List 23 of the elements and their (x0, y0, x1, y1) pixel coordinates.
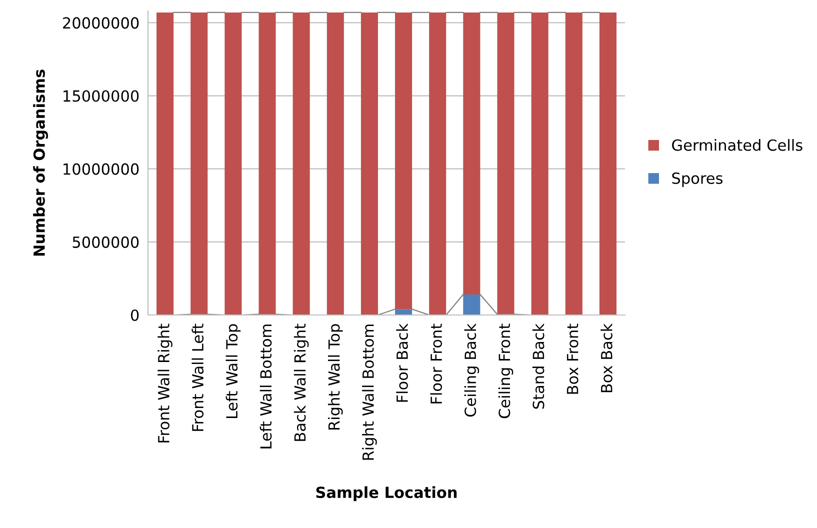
x-tick-label: Right Wall Bottom (362, 324, 377, 460)
x-tick-label: Box Back (600, 323, 612, 392)
x-tick-label: Floor Back (396, 323, 408, 402)
x-tick-label: Box Front (566, 324, 578, 394)
x-tick-label: Stand Back (532, 323, 544, 409)
y-axis-title: Number of Organisms (33, 70, 48, 256)
legend-label: Germinated Cells (672, 139, 802, 151)
x-tick-label: Ceiling Back (464, 323, 480, 417)
x-tick-label: Left Wall Bottom (260, 324, 272, 448)
x-tick-label: Front Wall Right (158, 324, 172, 442)
x-tick-label: Ceiling Front (498, 324, 514, 418)
y-tick-label: 5000000 (72, 236, 139, 248)
x-tick-label: Front Wall Left (192, 324, 204, 431)
x-tick-label: Floor Front (430, 324, 442, 404)
x-axis-title: Sample Location (316, 486, 457, 502)
y-tick-label: 0 (130, 309, 139, 322)
y-tick-label: 15000000 (64, 90, 139, 102)
x-tick-label: Right Wall Top (328, 324, 343, 430)
x-tick-label: Left Wall Top (226, 324, 241, 418)
y-tick-label: 20000000 (63, 17, 139, 29)
y-tick-label: 10000000 (64, 163, 139, 175)
x-tick-label: Back Wall Right (294, 324, 309, 441)
legend-label: Spores (672, 172, 722, 187)
